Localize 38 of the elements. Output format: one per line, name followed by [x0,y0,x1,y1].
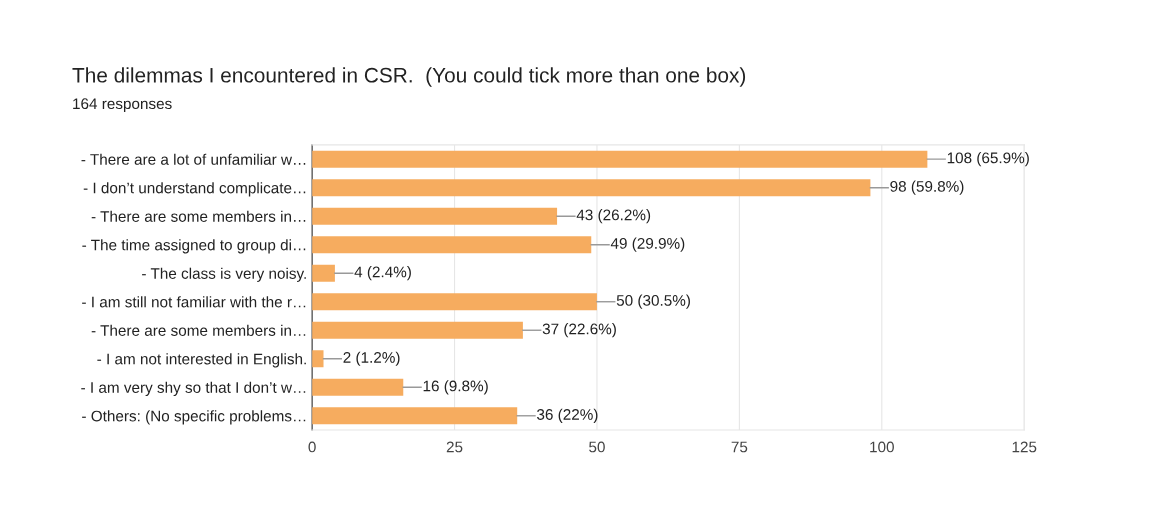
y-tick-label: - Others: (No specific problems… [82,410,306,425]
y-tick-label: - There are a lot of unfamiliar w… [81,153,306,165]
y-tick-label: - There are some members in… [91,210,306,222]
bar [312,293,597,311]
x-tick-label: 75 [731,441,748,453]
data-label: 16 (9.8%) [423,380,488,395]
x-tick-label: 25 [446,441,463,453]
data-label: 49 (29.9%) [610,237,685,252]
data-label: 36 (22%) [537,408,598,423]
data-label: 50 (30.5%) [616,294,690,309]
bar [312,150,928,168]
y-tick-label: - The time assigned to group di… [82,239,306,254]
data-label: 4 (2.4%) [354,266,411,281]
y-tick-label: - There are some members in… [91,324,306,336]
chart-title: The dilemmas I encountered in CSR. (You could tick more than one box) [72,67,746,87]
y-tick-label: - I am very shy so that I don’t w… [81,381,306,396]
x-tick-label: 50 [589,441,605,453]
data-label: 37 (22.6%) [542,323,616,338]
x-tick-label: 100 [870,441,894,453]
data-label: 43 (26.2%) [576,209,651,224]
bar [312,378,404,396]
bar [312,264,335,282]
y-tick-label: - I am not interested in English. [97,353,306,368]
y-tick-label: - I am still not familiar with the r… [82,296,306,308]
data-label: 108 (65.9%) [947,152,1029,167]
bar [312,407,518,425]
bar [312,350,324,368]
data-label: 98 (59.8%) [890,180,964,195]
y-tick-label: - The class is very noisy. [142,267,306,282]
x-tick-label: 0 [308,441,316,453]
y-tick-label: - I don’t understand complicate… [83,182,306,197]
bar [312,207,558,225]
bar [312,236,592,254]
data-label: 2 (1.2%) [343,351,400,366]
bar [312,321,523,339]
x-tick-label: 125 [1012,441,1037,453]
text: 164 responses [73,98,172,113]
bar [312,179,871,197]
